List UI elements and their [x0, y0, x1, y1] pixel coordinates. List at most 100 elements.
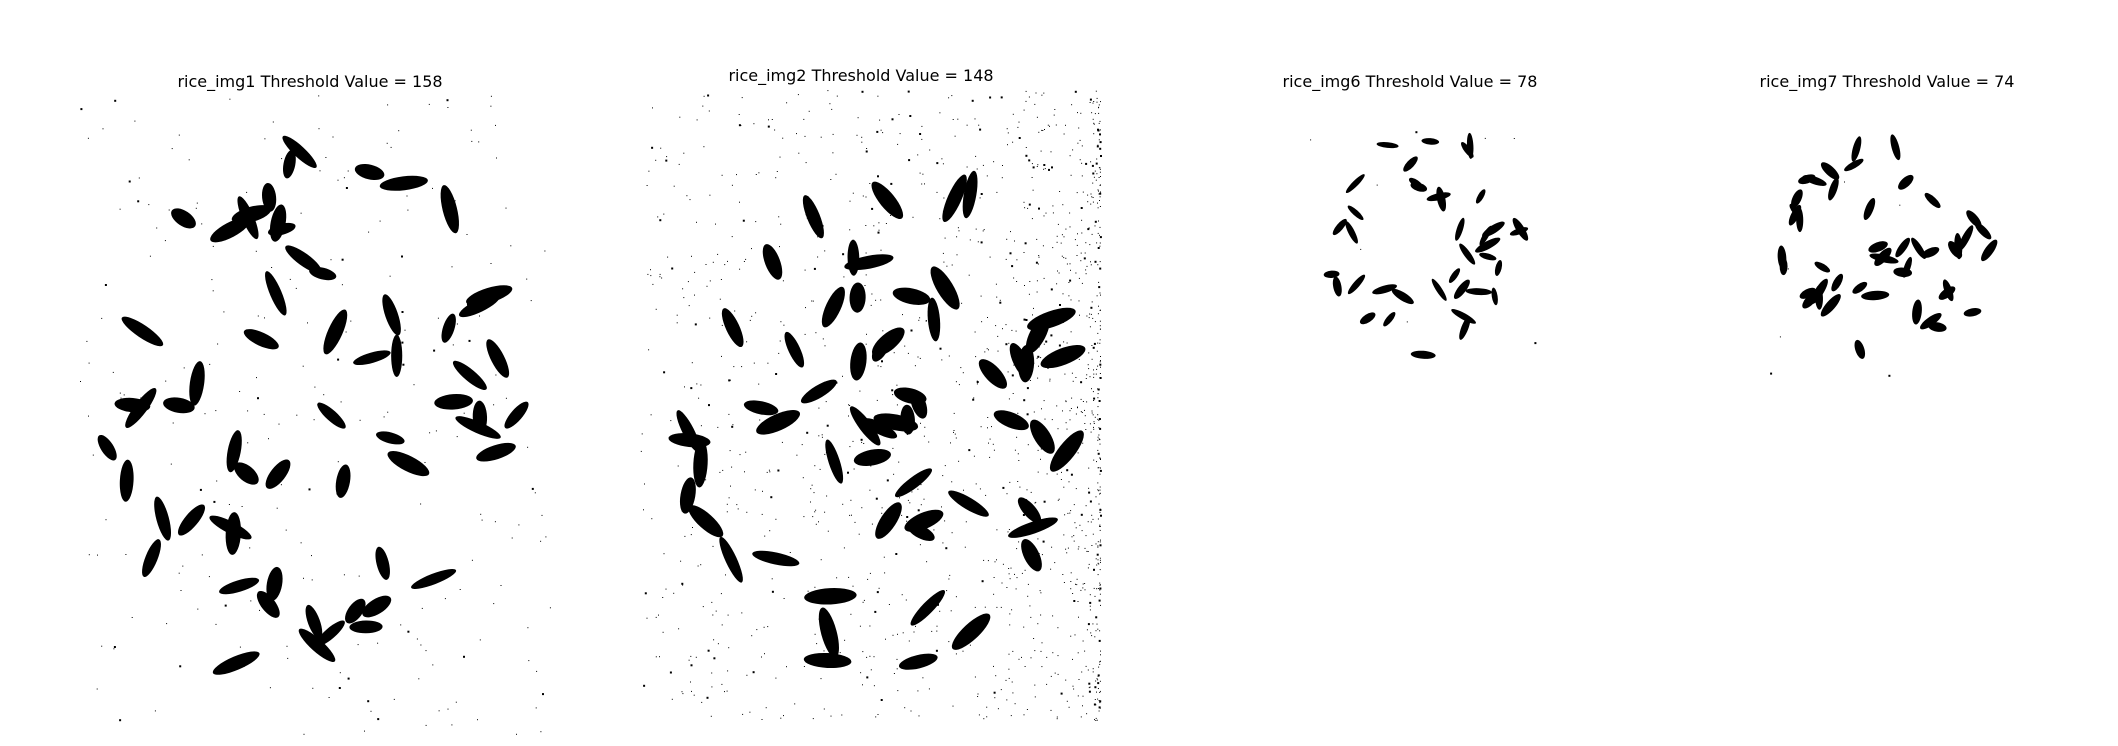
noise-speck — [1063, 257, 1065, 259]
noise-speck — [178, 134, 180, 136]
noise-speck — [759, 419, 761, 421]
noise-speck — [942, 163, 944, 165]
noise-speck — [257, 315, 259, 317]
noise-speck — [1097, 436, 1099, 438]
noise-speck — [1025, 147, 1027, 148]
noise-speck — [996, 296, 998, 298]
noise-speck — [1082, 695, 1084, 697]
noise-speck — [764, 653, 765, 655]
panel-4-title: rice_img7 Threshold Value = 74 — [1759, 72, 2015, 91]
noise-speck — [1027, 444, 1029, 446]
noise-speck — [1008, 677, 1010, 679]
noise-speck — [281, 158, 283, 160]
noise-speck — [1027, 207, 1029, 209]
noise-speck — [1085, 505, 1087, 507]
noise-speck — [1016, 259, 1018, 261]
noise-speck — [1046, 683, 1048, 685]
rice-grain — [1893, 267, 1913, 278]
noise-speck — [92, 454, 94, 456]
noise-speck — [1006, 699, 1008, 701]
noise-speck — [1098, 104, 1100, 106]
noise-speck — [1098, 563, 1100, 565]
noise-speck — [1028, 203, 1031, 206]
noise-speck — [992, 443, 994, 445]
noise-speck — [1025, 154, 1028, 157]
noise-speck — [758, 172, 760, 174]
noise-speck — [950, 442, 951, 444]
noise-speck — [661, 277, 663, 279]
rice-grain — [1491, 287, 1498, 306]
noise-speck — [250, 600, 252, 602]
noise-speck — [722, 469, 724, 471]
noise-speck — [1028, 293, 1030, 295]
noise-speck — [119, 719, 122, 722]
noise-speck — [941, 158, 943, 160]
noise-speck — [1098, 490, 1100, 492]
noise-speck — [1064, 373, 1066, 375]
noise-speck — [906, 516, 909, 518]
noise-speck — [1094, 719, 1095, 721]
noise-speck — [401, 341, 404, 344]
noise-speck — [1099, 544, 1102, 547]
noise-speck — [1098, 139, 1100, 141]
noise-speck — [433, 349, 436, 352]
noise-speck — [1090, 313, 1092, 315]
noise-speck — [824, 250, 826, 252]
rice-grain — [354, 163, 385, 181]
rice-grain — [1008, 517, 1058, 538]
noise-speck — [1097, 388, 1100, 391]
noise-speck — [741, 366, 743, 368]
noise-speck — [1057, 223, 1059, 225]
noise-speck — [1056, 718, 1058, 720]
noise-speck — [852, 440, 854, 442]
noise-speck — [119, 208, 121, 210]
noise-speck — [948, 578, 950, 580]
noise-speck — [493, 404, 495, 406]
noise-speck — [980, 241, 983, 244]
noise-speck — [1096, 101, 1098, 103]
noise-speck — [154, 710, 156, 712]
noise-speck — [1098, 193, 1100, 195]
noise-speck — [826, 495, 828, 497]
noise-speck — [495, 124, 496, 126]
noise-speck — [897, 633, 898, 635]
noise-speck — [693, 694, 695, 696]
noise-speck — [878, 229, 880, 231]
noise-speck — [1094, 220, 1097, 223]
noise-speck — [1015, 588, 1017, 590]
noise-speck — [1093, 400, 1095, 401]
noise-speck — [1100, 467, 1101, 469]
noise-speck — [1050, 675, 1052, 677]
noise-speck — [1096, 350, 1098, 352]
noise-speck — [149, 255, 151, 257]
noise-speck — [869, 183, 871, 184]
noise-speck — [102, 128, 104, 130]
noise-speck — [481, 519, 483, 521]
noise-speck — [1066, 469, 1069, 472]
noise-speck — [754, 489, 756, 491]
rice-grain — [1912, 299, 1922, 325]
noise-speck — [738, 124, 741, 127]
rice-grain — [1851, 136, 1862, 162]
noise-speck — [1079, 139, 1081, 141]
noise-speck — [814, 586, 816, 588]
noise-speck — [1071, 397, 1073, 399]
noise-speck — [665, 159, 668, 162]
noise-speck — [386, 142, 388, 144]
noise-speck — [1089, 609, 1091, 611]
rice-grain — [1810, 278, 1828, 305]
noise-speck — [968, 274, 970, 276]
noise-speck — [946, 265, 948, 267]
noise-speck — [1037, 377, 1039, 379]
noise-speck — [954, 135, 956, 137]
noise-speck — [1099, 267, 1102, 270]
noise-speck — [907, 499, 909, 501]
rice-grain — [679, 477, 696, 514]
noise-speck — [1054, 562, 1056, 564]
noise-speck — [1029, 380, 1031, 381]
rice-grain — [802, 195, 824, 239]
noise-speck — [852, 585, 854, 587]
noise-speck — [655, 159, 657, 161]
noise-speck — [1042, 245, 1044, 247]
noise-speck — [984, 351, 986, 353]
